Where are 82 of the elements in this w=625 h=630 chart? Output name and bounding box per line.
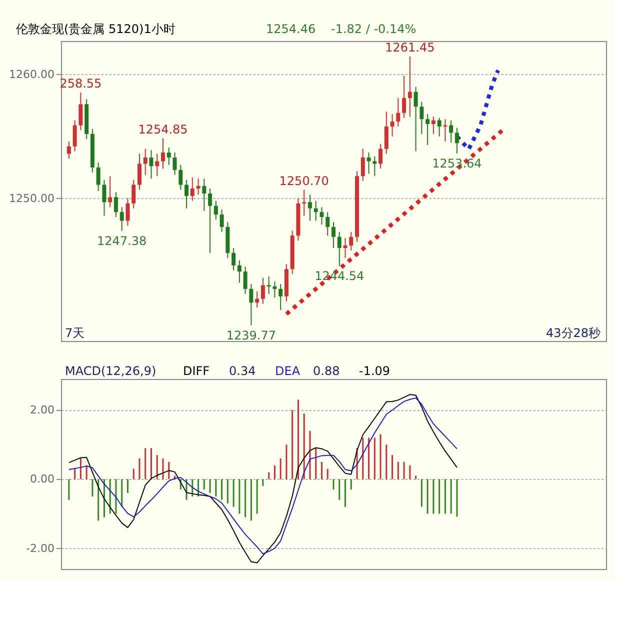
candlestick	[66, 140, 71, 160]
annotation: 1254.85	[138, 122, 188, 136]
candlestick	[255, 290, 260, 308]
candlestick	[390, 114, 394, 137]
candlestick	[437, 117, 442, 137]
candlestick	[78, 92, 83, 131]
candlestick	[266, 276, 271, 294]
y-tick-label: 1260.00	[9, 68, 54, 81]
annotation: 258.55	[60, 76, 102, 90]
candlestick	[137, 153, 142, 190]
candlestick	[108, 176, 112, 208]
candlestick	[454, 127, 459, 154]
annotation: 1239.77	[226, 328, 276, 342]
candlestick	[302, 189, 306, 216]
candlestick	[232, 248, 236, 271]
y-tick-label: 1250.00	[9, 192, 54, 205]
text: 1254.46	[266, 22, 316, 36]
candlestick	[102, 179, 106, 216]
candlestick	[220, 209, 224, 232]
candlestick	[396, 98, 400, 128]
candlestick	[343, 238, 348, 258]
candlestick	[414, 86, 418, 152]
candlestick	[378, 143, 383, 170]
candlestick	[320, 206, 324, 225]
candlestick	[202, 178, 206, 212]
candlestick	[366, 152, 371, 174]
candlestick	[72, 120, 77, 152]
candlestick	[172, 152, 177, 176]
text: -1.09	[359, 364, 390, 378]
y-tick-label: -2.00	[26, 542, 54, 555]
candlestick	[96, 162, 100, 192]
candlestick	[249, 283, 254, 326]
candlestick	[132, 179, 136, 209]
candlestick	[337, 231, 342, 267]
candlestick	[278, 283, 283, 311]
candlestick	[426, 114, 430, 146]
candlestick	[161, 138, 166, 170]
text: DEA	[275, 364, 301, 378]
y-tick-label: 0.00	[30, 472, 54, 486]
candlestick	[326, 212, 330, 236]
annotation: 1250.70	[279, 174, 329, 188]
candlestick	[190, 176, 194, 202]
chart-title: 伦敦金现(贵金属 5120)1小时	[16, 22, 176, 36]
annotation: 1261.45	[385, 40, 435, 54]
candlestick	[272, 280, 277, 298]
annotation: 1247.38	[97, 234, 147, 248]
candlestick	[314, 200, 318, 222]
chart-title: MACD(12,26,9)	[65, 364, 156, 378]
candlestick	[384, 111, 388, 154]
candlestick	[166, 147, 171, 166]
candlestick	[196, 178, 200, 196]
candlestick	[308, 194, 312, 222]
annotation: 7天	[65, 326, 85, 340]
candlestick	[408, 56, 412, 118]
candlestick	[237, 260, 242, 284]
candlestick	[332, 221, 336, 249]
y-tick-label: 2.00	[30, 404, 54, 417]
candlestick	[372, 156, 377, 177]
candlestick	[449, 120, 454, 144]
candlestick	[349, 231, 354, 252]
text: 0.34	[229, 364, 256, 378]
text: DIFF	[183, 364, 210, 378]
candlestick	[155, 153, 160, 177]
candlestick	[260, 277, 265, 304]
candlestick	[214, 200, 218, 220]
candlestick	[120, 206, 124, 232]
annotation: 43分28秒	[546, 326, 601, 340]
candlestick	[184, 179, 189, 209]
text: 0.88	[313, 364, 340, 378]
candlestick	[360, 148, 365, 182]
annotation: 1253.64	[432, 156, 482, 170]
candlestick	[420, 101, 424, 134]
text: -1.82 / -0.14%	[331, 22, 416, 36]
candlestick	[126, 198, 130, 226]
candlestick	[149, 150, 154, 180]
candlestick	[402, 75, 406, 118]
candlestick	[114, 192, 118, 218]
candlestick	[243, 266, 248, 294]
candlestick	[431, 116, 436, 134]
candlestick	[178, 164, 183, 190]
candlestick	[208, 188, 212, 254]
candlestick	[143, 148, 148, 176]
